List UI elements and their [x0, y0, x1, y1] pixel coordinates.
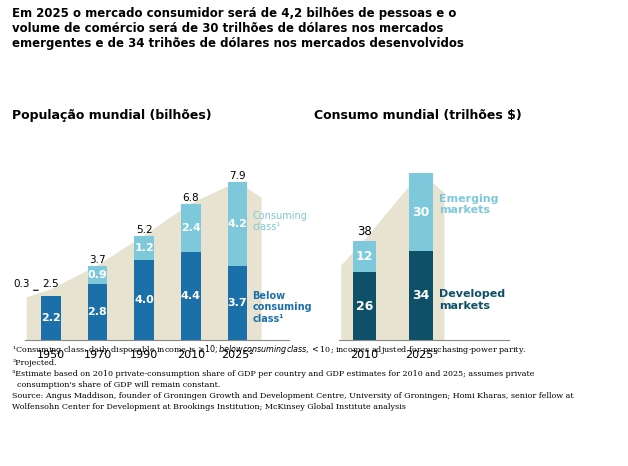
Text: Emerging
markets: Emerging markets: [439, 194, 499, 215]
Text: 6.8: 6.8: [183, 193, 199, 203]
Text: 2.4: 2.4: [181, 223, 201, 233]
Text: 0.3: 0.3: [13, 279, 30, 289]
Bar: [181, 252, 201, 340]
Bar: [88, 266, 107, 284]
Text: 1.2: 1.2: [134, 243, 154, 254]
Bar: [353, 241, 376, 272]
Polygon shape: [28, 182, 261, 340]
Bar: [41, 296, 60, 340]
Text: Developed
markets: Developed markets: [439, 289, 506, 311]
Text: 30: 30: [413, 206, 430, 219]
Text: 3.7: 3.7: [89, 255, 106, 265]
Text: 2.2: 2.2: [41, 313, 61, 323]
Bar: [353, 272, 376, 340]
Text: 4.4: 4.4: [181, 291, 201, 301]
Bar: [181, 205, 201, 252]
Bar: [228, 266, 247, 340]
Text: 34: 34: [413, 289, 430, 302]
Text: 4.2: 4.2: [227, 219, 247, 229]
Text: População mundial (bilhões): População mundial (bilhões): [13, 109, 212, 122]
Bar: [134, 236, 154, 260]
Bar: [228, 182, 247, 266]
Text: 0.9: 0.9: [87, 270, 107, 280]
Bar: [409, 252, 433, 340]
Text: Below
consuming
class¹: Below consuming class¹: [252, 291, 312, 324]
Text: Consumo mundial (trilhões $): Consumo mundial (trilhões $): [314, 109, 522, 122]
Text: 2.5: 2.5: [43, 279, 59, 289]
Bar: [134, 260, 154, 340]
Text: 7.9: 7.9: [229, 171, 246, 181]
Text: 12: 12: [356, 250, 373, 263]
Text: Em 2025 o mercado consumidor será de 4,2 bilhões de pessoas e o
volume de comérc: Em 2025 o mercado consumidor será de 4,2…: [13, 7, 464, 50]
Text: 38: 38: [357, 226, 372, 239]
Text: 3.7: 3.7: [228, 298, 247, 308]
Polygon shape: [342, 173, 443, 340]
Text: 4.0: 4.0: [134, 295, 154, 305]
Bar: [88, 284, 107, 340]
Bar: [409, 173, 433, 252]
Text: 26: 26: [356, 300, 373, 313]
Text: Consuming
class¹: Consuming class¹: [252, 211, 307, 232]
Text: 2.8: 2.8: [87, 307, 107, 317]
Text: 5.2: 5.2: [136, 225, 153, 235]
Text: ¹Consuming class: daily disposable income is ≥$10; below consuming class, <$10; : ¹Consuming class: daily disposable incom…: [13, 343, 574, 411]
